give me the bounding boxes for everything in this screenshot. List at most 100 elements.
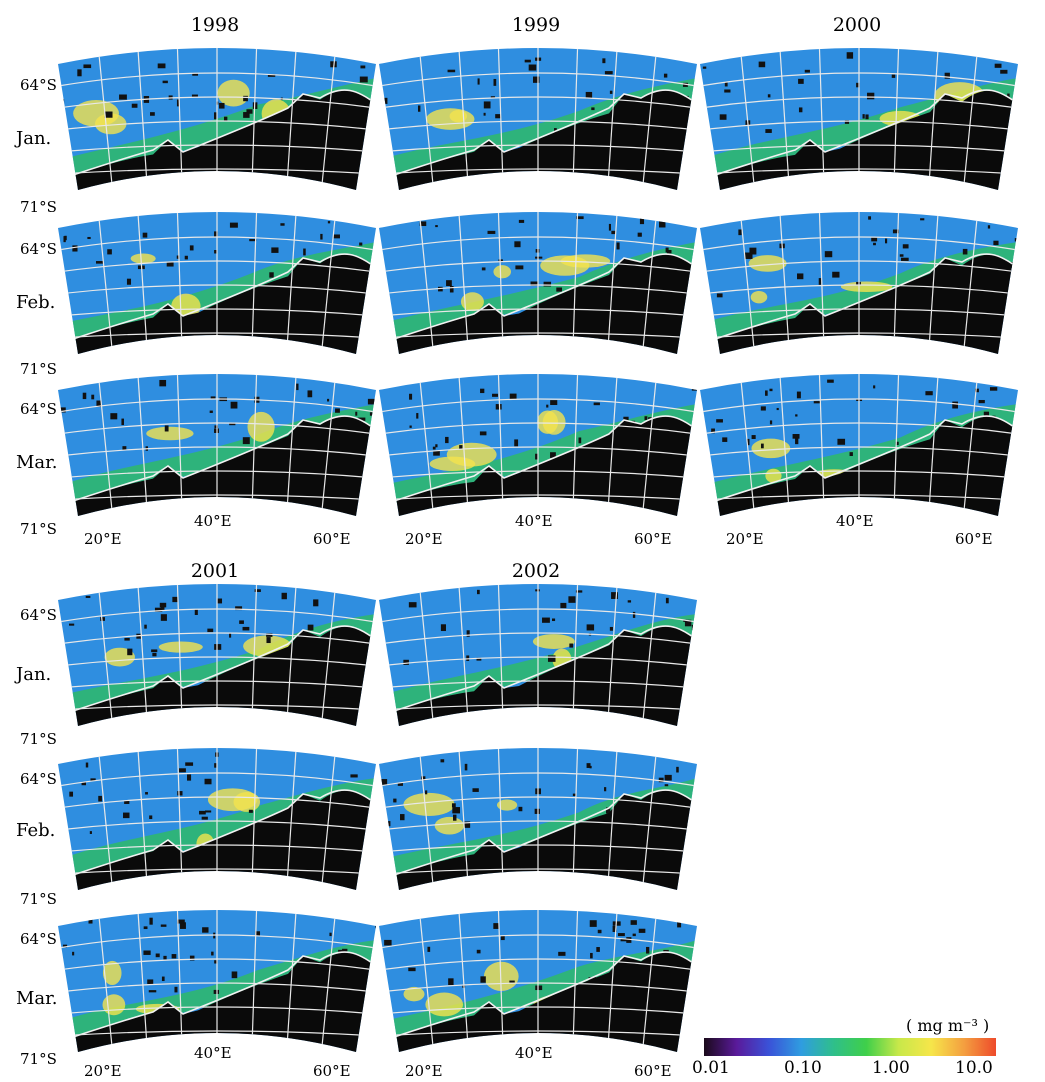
no-data-speck <box>481 267 486 271</box>
meridian-gridline <box>739 374 756 516</box>
no-data-speck <box>126 278 132 285</box>
no-data-speck <box>664 784 669 787</box>
no-data-speck <box>87 236 91 240</box>
lon-label-20e: 20°E <box>84 1062 122 1080</box>
no-data-speck <box>83 64 92 69</box>
meridian-gridline <box>606 584 619 726</box>
meridian-gridline <box>572 374 579 516</box>
meridian-gridline <box>641 374 658 516</box>
no-data-speck <box>162 80 168 84</box>
map-panel-2001-jan <box>58 584 376 726</box>
no-data-speck <box>425 790 428 795</box>
no-data-speck <box>440 759 445 763</box>
bloom-patch <box>102 994 126 1016</box>
no-data-speck <box>758 61 766 68</box>
no-data-speck <box>616 242 620 250</box>
no-data-speck <box>987 225 991 229</box>
lat-label-71s: 71°S <box>20 730 57 748</box>
no-data-speck <box>62 944 68 948</box>
meridian-gridline <box>320 374 337 516</box>
no-data-speck <box>920 218 925 221</box>
no-data-speck <box>760 443 764 449</box>
no-data-speck <box>716 293 723 298</box>
map-panel-2002-jan <box>379 584 697 726</box>
no-data-speck <box>69 623 75 626</box>
no-data-speck <box>185 762 194 766</box>
no-data-speck <box>776 407 779 411</box>
no-data-speck <box>844 120 850 124</box>
no-data-speck <box>719 114 727 120</box>
no-data-speck <box>593 402 600 406</box>
no-data-speck <box>483 101 491 109</box>
month-label-jan: Jan. <box>16 664 52 685</box>
meridian-gridline <box>457 374 470 516</box>
no-data-speck <box>535 453 538 460</box>
no-data-speck <box>1011 428 1015 431</box>
no-data-speck <box>127 648 133 656</box>
bloom-patch <box>840 281 893 293</box>
no-data-speck <box>547 655 556 662</box>
no-data-speck <box>611 230 616 235</box>
no-data-speck <box>868 216 872 220</box>
colorbar-tick-10-0: 10.0 <box>955 1058 993 1078</box>
no-data-speck <box>604 787 607 792</box>
no-data-speck <box>535 985 543 991</box>
no-data-speck <box>665 247 669 253</box>
lat-label-71s: 71°S <box>20 1050 57 1068</box>
meridian-gridline <box>778 374 791 516</box>
lat-label-64s: 64°S <box>20 76 57 94</box>
no-data-speck <box>659 914 666 919</box>
meridian-gridline <box>457 212 470 354</box>
no-data-speck <box>107 249 112 255</box>
no-data-speck <box>637 232 642 237</box>
no-data-speck <box>813 401 821 404</box>
no-data-speck <box>892 229 899 234</box>
no-data-speck <box>100 617 105 621</box>
meridian-gridline <box>176 48 183 190</box>
meridian-gridline <box>176 212 183 354</box>
no-data-speck <box>380 779 388 786</box>
no-data-speck <box>58 407 66 413</box>
no-data-speck <box>217 598 223 604</box>
colorbar-tick-0-10: 0.10 <box>784 1058 822 1078</box>
meridian-gridline <box>251 748 258 890</box>
no-data-speck <box>427 946 431 952</box>
no-data-speck <box>159 379 167 387</box>
no-data-speck <box>296 383 299 391</box>
no-data-speck <box>493 78 497 86</box>
meridian-gridline <box>572 48 579 190</box>
meridian-gridline <box>497 584 504 726</box>
no-data-speck <box>546 404 549 408</box>
no-data-speck <box>408 967 416 972</box>
no-data-speck <box>384 939 392 946</box>
no-data-speck <box>60 99 65 106</box>
no-data-speck <box>327 398 330 402</box>
meridian-gridline <box>962 212 979 354</box>
no-data-speck <box>585 91 593 99</box>
no-data-speck <box>243 95 248 102</box>
meridian-gridline <box>818 374 825 516</box>
meridian-gridline <box>572 584 579 726</box>
bloom-patch <box>247 411 275 442</box>
no-data-speck <box>357 417 366 421</box>
lon-label-40e: 40°E <box>836 512 874 530</box>
no-data-speck <box>664 774 672 781</box>
no-data-speck <box>550 400 558 406</box>
lat-label-64s: 64°S <box>20 606 57 624</box>
no-data-speck <box>72 245 78 252</box>
no-data-speck <box>865 114 869 120</box>
no-data-speck <box>123 812 130 819</box>
no-data-speck <box>178 768 186 773</box>
no-data-speck <box>164 425 169 432</box>
meridian-gridline <box>176 374 183 516</box>
no-data-speck <box>589 765 592 769</box>
map-panel-2000-jan <box>700 48 1018 190</box>
bloom-patch <box>434 816 465 835</box>
bloom-patch <box>748 255 787 272</box>
no-data-speck <box>143 926 148 930</box>
year-title-2000: 2000 <box>832 14 882 36</box>
no-data-speck <box>214 763 217 768</box>
no-data-speck <box>335 408 340 413</box>
meridian-gridline <box>97 48 114 190</box>
bloom-patch <box>73 99 119 127</box>
